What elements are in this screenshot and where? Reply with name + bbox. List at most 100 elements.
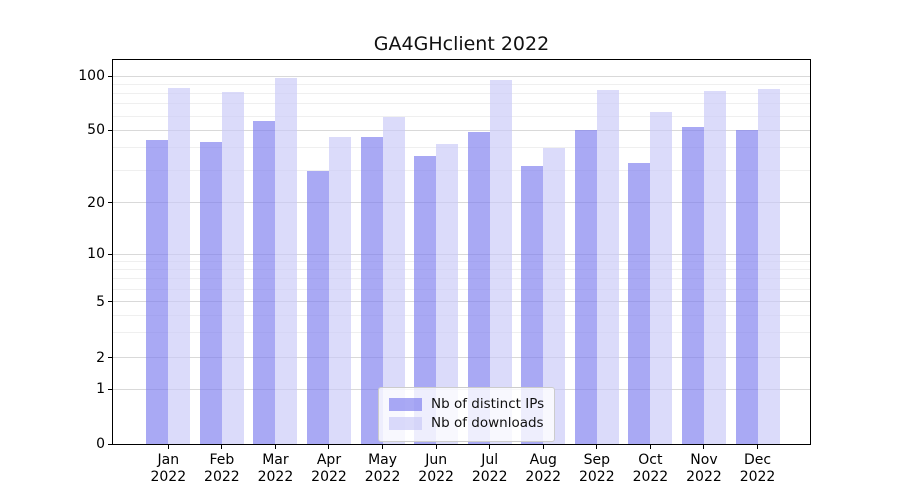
x-label-year: 2022: [686, 469, 722, 485]
bar-downloads-mar: [275, 78, 298, 444]
x-axis-tick: [489, 445, 491, 449]
bar-downloads-jul: [489, 80, 512, 444]
x-label-year: 2022: [525, 469, 562, 485]
x-axis-tick: [274, 445, 276, 449]
bar-distinct-ips-nov: [681, 127, 704, 444]
bar-downloads-jun: [436, 144, 459, 444]
x-axis-tick: [542, 445, 544, 449]
minor-gridline: [113, 278, 810, 280]
x-axis-label-nov: Nov 2022: [672, 452, 736, 486]
x-axis-label-jul: Jul 2022: [458, 452, 522, 486]
y-axis-tick-label: 2: [96, 349, 105, 366]
minor-gridline: [113, 314, 810, 316]
bar-downloads-sep: [596, 89, 619, 444]
x-axis-tick: [703, 445, 705, 449]
bar-downloads-nov: [703, 90, 726, 444]
x-label-month: Dec: [743, 452, 772, 468]
x-label-year: 2022: [418, 469, 454, 485]
bar-distinct-ips-mar: [253, 121, 276, 444]
bar-distinct-ips-feb: [199, 142, 222, 444]
x-label-year: 2022: [632, 469, 669, 485]
y-axis-tick-label: 5: [96, 293, 105, 310]
x-label-year: 2022: [257, 469, 294, 485]
minor-gridline: [113, 147, 810, 149]
y-axis-tick-label: 100: [78, 68, 105, 84]
bar-downloads-jan: [168, 87, 191, 444]
minor-gridline: [113, 92, 810, 94]
bar-distinct-ips-dec: [735, 130, 758, 444]
x-axis-tick: [757, 445, 759, 449]
major-gridline: [113, 357, 810, 359]
bar-distinct-ips-jun: [414, 156, 437, 444]
minor-gridline: [113, 170, 810, 172]
y-axis-tick: [108, 388, 112, 390]
x-axis-tick: [596, 445, 598, 449]
legend-entry-distinct-ips: Nb of distinct IPs: [389, 396, 544, 413]
y-axis-tick-label: 10: [87, 246, 105, 263]
x-label-month: May: [368, 452, 398, 468]
x-axis-label-dec: Dec 2022: [726, 452, 790, 486]
legend: Nb of distinct IPs Nb of downloads: [378, 387, 556, 442]
bar-downloads-may: [382, 117, 405, 444]
x-label-year: 2022: [471, 469, 508, 485]
bar-downloads-apr: [328, 136, 351, 444]
x-label-month: Oct: [638, 452, 663, 468]
legend-swatch-downloads: [389, 417, 422, 430]
x-axis-label-may: May 2022: [351, 452, 415, 486]
x-axis-tick: [435, 445, 437, 449]
plot-area: 100 50 20 10 5 2 1 0 Jan 2022 Feb 2022 Mar 2022 Apr 202…: [78, 60, 810, 485]
x-label-year: 2022: [739, 469, 776, 485]
bar-downloads-dec: [757, 88, 780, 444]
x-label-month: Jul: [481, 452, 499, 468]
minor-gridline: [113, 103, 810, 105]
x-axis-tick: [649, 445, 651, 449]
y-axis-tick-label: 1: [96, 381, 105, 398]
x-axis-label-aug: Aug 2022: [511, 452, 575, 486]
x-label-year: 2022: [311, 469, 347, 485]
x-axis-label-jun: Jun 2022: [404, 452, 468, 486]
minor-gridline: [113, 288, 810, 290]
y-axis-tick: [108, 75, 112, 77]
x-axis-label-feb: Feb 2022: [190, 452, 254, 486]
y-axis-tick: [108, 202, 112, 204]
y-axis-tick-label: 0: [96, 436, 105, 452]
legend-label-downloads: Nb of downloads: [431, 415, 544, 431]
x-label-month: Jun: [425, 452, 448, 468]
bar-downloads-feb: [221, 91, 244, 444]
legend-entry-downloads: Nb of downloads: [389, 415, 544, 432]
y-axis-tick: [108, 129, 112, 131]
x-axis-label-sep: Sep 2022: [565, 452, 629, 486]
x-label-year: 2022: [364, 469, 401, 485]
y-axis-tick-label: 20: [87, 194, 105, 211]
x-label-month: Jan: [157, 452, 180, 468]
bar-distinct-ips-jan: [146, 140, 169, 444]
bar-downloads-aug: [543, 147, 566, 444]
bar-distinct-ips-apr: [306, 170, 329, 444]
x-axis-label-mar: Mar 2022: [243, 452, 307, 486]
minor-gridline: [113, 332, 810, 334]
bar-distinct-ips-sep: [574, 130, 597, 444]
minor-gridline: [113, 83, 810, 85]
x-axis-label-oct: Oct 2022: [618, 452, 682, 486]
x-label-year: 2022: [150, 469, 187, 485]
y-axis-tick: [108, 443, 112, 445]
x-label-month: Aug: [529, 452, 557, 468]
y-axis-tick: [108, 357, 112, 359]
major-gridline: [113, 253, 810, 255]
bar-distinct-ips-jul: [467, 131, 490, 444]
x-label-month: Mar: [262, 452, 289, 468]
bar-downloads-oct: [650, 112, 673, 444]
x-label-year: 2022: [578, 469, 615, 485]
bar-distinct-ips-oct: [628, 163, 651, 444]
y-axis-tick: [108, 301, 112, 303]
x-label-year: 2022: [204, 469, 240, 485]
bar-distinct-ips-may: [360, 136, 383, 444]
x-axis-tick: [328, 445, 330, 449]
x-label-month: Nov: [690, 452, 718, 468]
major-gridline: [113, 202, 810, 204]
minor-gridline: [113, 115, 810, 117]
legend-swatch-distinct-ips: [389, 398, 422, 411]
x-axis-tick: [221, 445, 223, 449]
x-axis-tick: [382, 445, 384, 449]
